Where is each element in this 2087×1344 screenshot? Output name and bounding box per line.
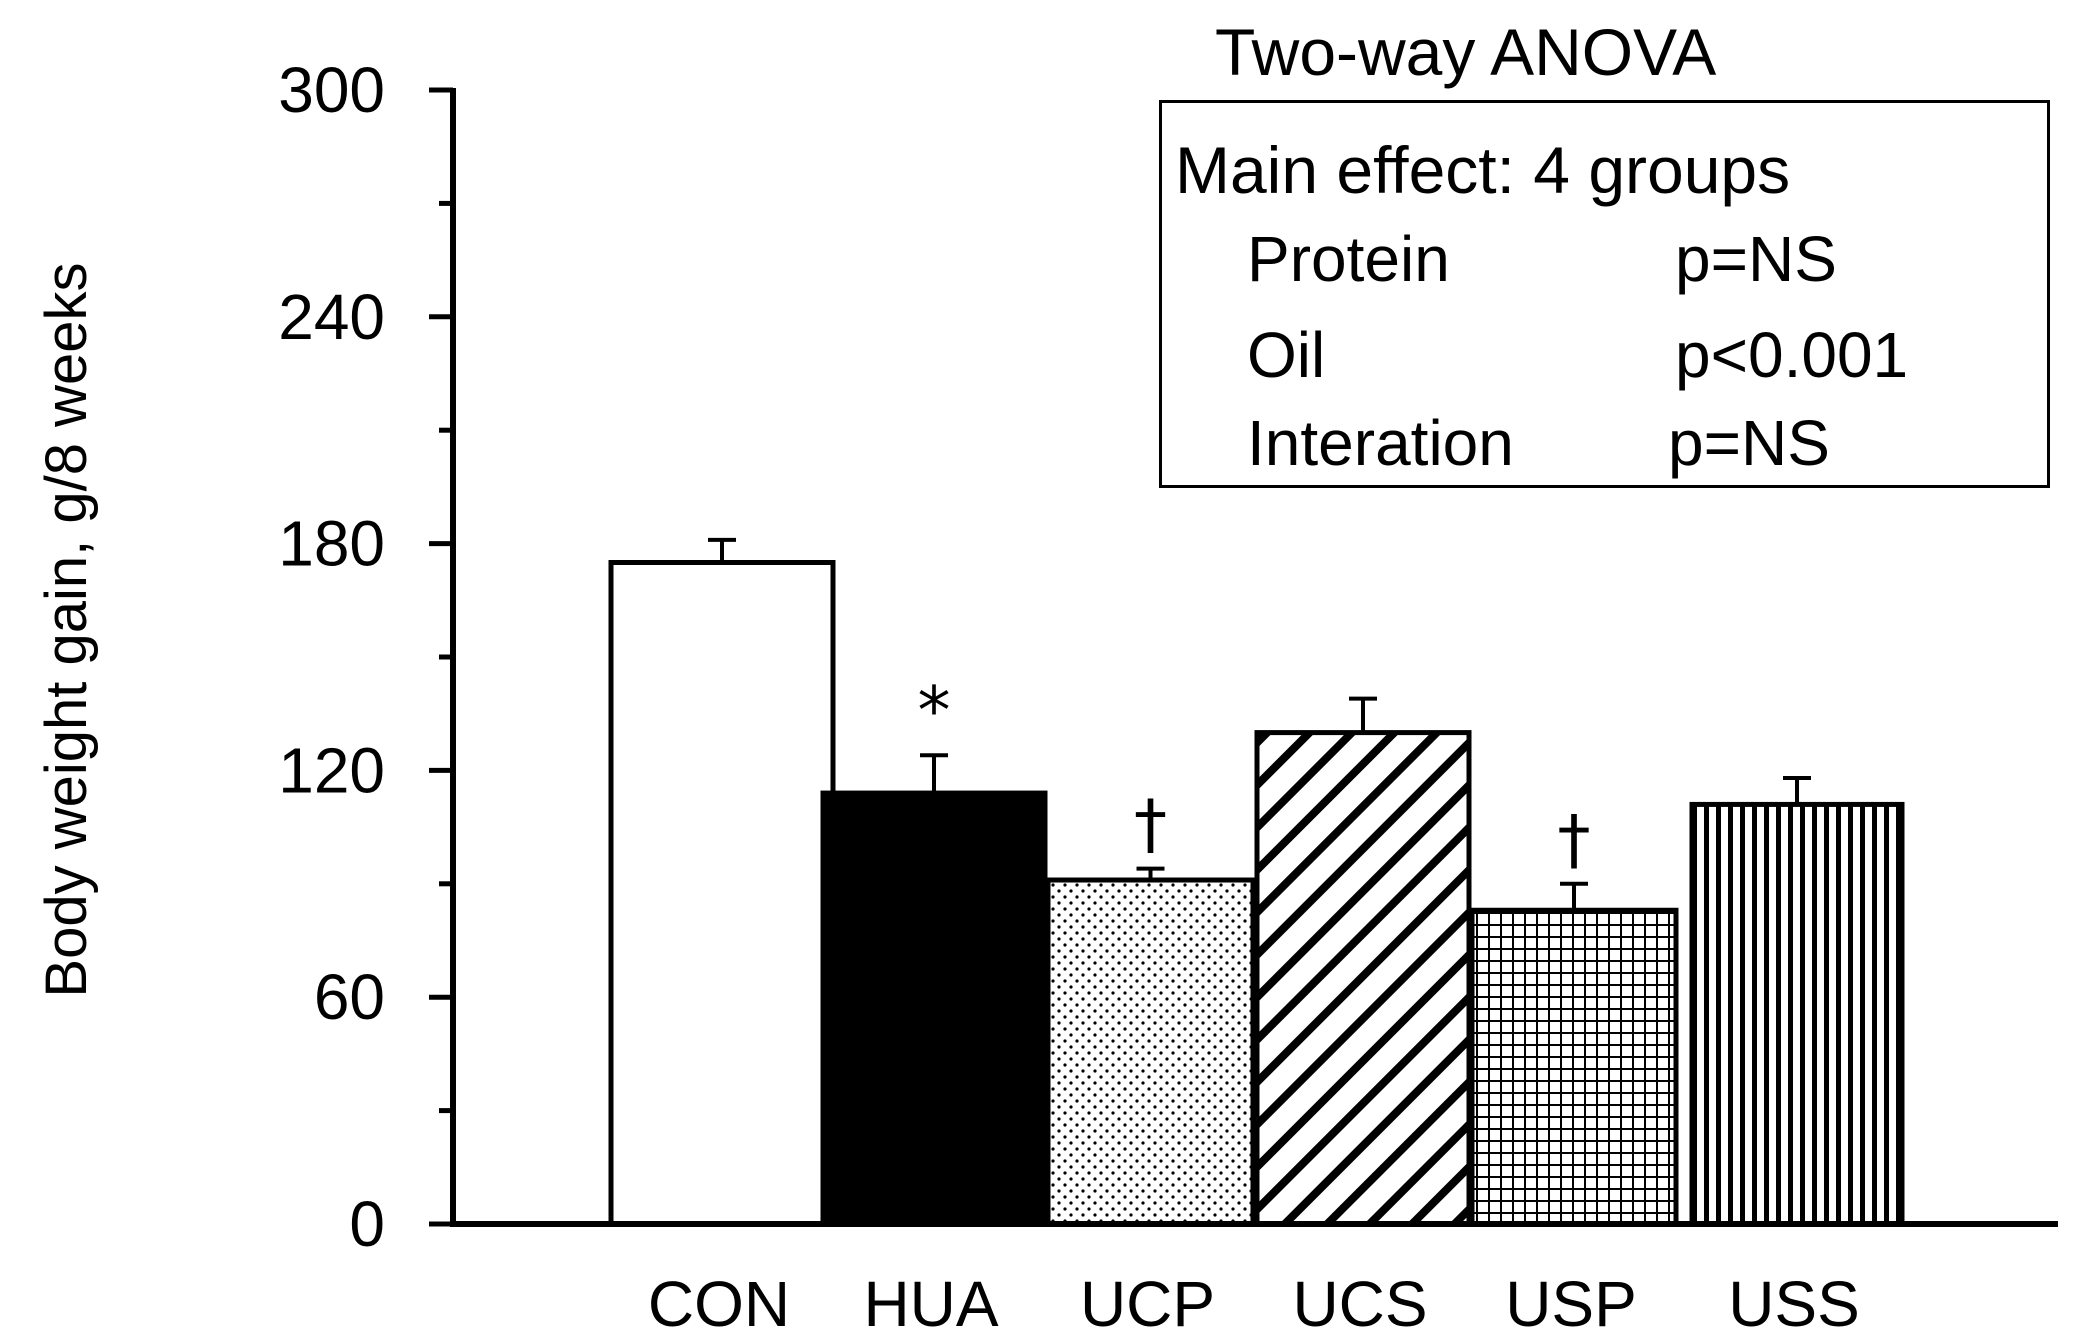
bar-usp xyxy=(1469,907,1679,1227)
x-tick-label-hua: HUA xyxy=(863,1268,998,1340)
x-tick-label-ucs: UCS xyxy=(1292,1268,1427,1340)
anova-main-effect: Main effect: 4 groups xyxy=(1175,133,1791,207)
bar-uss xyxy=(1689,801,1905,1227)
x-tick-label-con: CON xyxy=(648,1268,790,1340)
significance-mark-hua: * xyxy=(918,672,951,749)
significance-mark-ucp: † xyxy=(1134,786,1167,863)
bar-con xyxy=(608,560,836,1227)
anova-title: Two-way ANOVA xyxy=(1215,15,1717,89)
anova-protein-label: Protein xyxy=(1247,223,1450,295)
y-tick-label-180: 180 xyxy=(278,508,385,580)
y-tick-label-0: 0 xyxy=(349,1188,385,1260)
anova-stats-box xyxy=(1159,100,2050,488)
anova-oil-label: Oil xyxy=(1247,319,1326,391)
y-tick-label-240: 240 xyxy=(278,281,385,353)
anova-oil-p: p<0.001 xyxy=(1675,319,1909,391)
bar-ucp xyxy=(1045,877,1256,1227)
significance-mark-usp: † xyxy=(1558,801,1591,878)
bar-hua xyxy=(820,790,1048,1227)
y-axis-label: Body weight gain, g/8 weeks xyxy=(34,262,99,997)
anova-interaction-p: p=NS xyxy=(1668,407,1830,479)
anova-interaction-label: Interation xyxy=(1247,407,1514,479)
anova-protein-p: p=NS xyxy=(1675,223,1837,295)
y-tick-label-300: 300 xyxy=(278,54,385,126)
x-tick-label-usp: USP xyxy=(1505,1268,1637,1340)
y-tick-label-60: 60 xyxy=(314,961,385,1033)
y-tick-label-120: 120 xyxy=(278,734,385,806)
x-tick-label-ucp: UCP xyxy=(1080,1268,1215,1340)
x-tick-label-uss: USS xyxy=(1728,1268,1860,1340)
bar-ucs xyxy=(1254,730,1472,1227)
